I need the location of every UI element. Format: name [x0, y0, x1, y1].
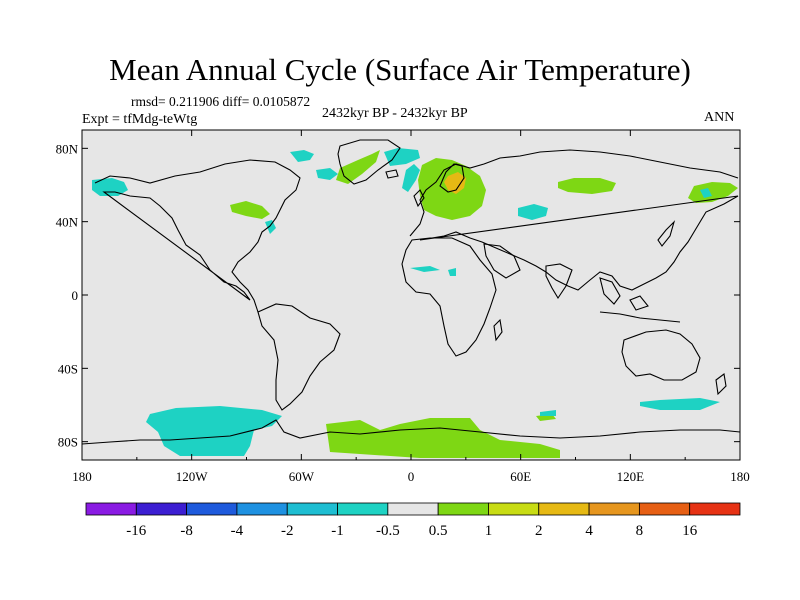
cool-south-indian [540, 410, 556, 416]
cool-newfoundland [265, 220, 276, 234]
coast-australia [621, 329, 701, 381]
colorbar-label: -1 [331, 523, 344, 539]
cool-north-atlantic [402, 164, 420, 192]
colorbar-swatch [387, 502, 439, 516]
coast-arabia [483, 243, 521, 279]
colorbar-swatch [437, 502, 489, 516]
x-tick-label: 120W [176, 469, 209, 484]
cool-alaska [92, 178, 128, 196]
coast-africa [401, 237, 497, 357]
cool-antarctic-pacific [146, 406, 282, 456]
colorbar-swatch [135, 502, 188, 516]
x-tick-label: 0 [408, 469, 415, 484]
colorbar-label: -8 [180, 523, 193, 539]
colorbar: -16 -8 -4 -2 -1 -0.5 0.5 1 2 4 8 16 [85, 502, 741, 539]
season-label: ANN [704, 110, 735, 125]
coast-north-america [94, 159, 301, 313]
warm-antarctica [326, 418, 560, 458]
x-tick-label: 60E [510, 469, 531, 484]
colorbar-label: 1 [485, 523, 493, 539]
x-tick-label: 60W [289, 469, 315, 484]
colorbar-label: 0.5 [429, 523, 448, 539]
colorbar-label: -0.5 [376, 523, 400, 539]
cool-arabia-spot [448, 268, 456, 276]
coast-scandinavia [439, 163, 465, 193]
y-tick-label: 40N [56, 215, 79, 230]
coast-eurasia [409, 149, 739, 291]
coast-iceland [385, 169, 399, 179]
cool-west-siberia [518, 204, 548, 220]
coastlines [82, 139, 740, 445]
colorbar-swatch [236, 502, 288, 516]
cool-canada [316, 168, 338, 180]
y-tick-label: 80S [58, 435, 78, 450]
warm-siberia [688, 182, 738, 203]
cool-southern-ocean [640, 398, 720, 410]
coast-japan [657, 220, 676, 247]
coast-southeast-asia [599, 277, 621, 305]
stats-label: rmsd= 0.211906 diff= 0.0105872 [131, 94, 311, 109]
coast-south-america [257, 303, 341, 411]
warm-north-america [230, 201, 270, 219]
colorbar-swatch [337, 502, 389, 516]
x-tick-label: 180 [72, 469, 92, 484]
x-tick-label: 180 [730, 469, 750, 484]
cool-greenland-sea [384, 148, 420, 166]
map-axes: 80N 40N 0 40S 80S 180 120W 60W 0 60E 120E 180 [56, 130, 750, 484]
colorbar-label: 8 [636, 523, 644, 539]
colorbar-swatch [638, 502, 691, 516]
y-tick-label: 0 [72, 288, 79, 303]
colorbar-swatch [85, 502, 137, 516]
colorbar-swatch [538, 502, 590, 516]
coast-antarctica [82, 419, 740, 445]
coast-uk [413, 189, 425, 208]
anomaly-layer [92, 148, 738, 458]
cool-sahara-strip [410, 266, 440, 272]
period-label: 2432kyr BP - 2432kyr BP [322, 106, 468, 121]
colorbar-swatch [588, 502, 640, 516]
colorbar-swatch [689, 502, 741, 516]
coast-india [545, 263, 573, 300]
colorbar-label: -16 [126, 523, 146, 539]
colorbar-label: 4 [585, 523, 593, 539]
colorbar-label: 2 [535, 523, 543, 539]
experiment-label: Expt = tfMdg-teWtg [82, 112, 198, 127]
chart-title: Mean Annual Cycle (Surface Air Temperatu… [109, 52, 691, 87]
cool-east-siberia [700, 188, 712, 198]
warm-central-asia [558, 178, 616, 194]
x-tick-label: 120E [617, 469, 645, 484]
warm-greenland [336, 150, 380, 184]
coast-madagascar [493, 318, 503, 342]
coast-new-zealand [715, 373, 727, 396]
colorbar-swatch [488, 502, 540, 516]
y-tick-label: 40S [58, 361, 78, 376]
coast-indonesia [599, 295, 681, 323]
cool-baffin [290, 150, 314, 162]
y-tick-label: 80N [56, 141, 79, 156]
colorbar-swatch [186, 502, 238, 516]
colorbar-label: 16 [682, 523, 698, 539]
colorbar-label: -2 [281, 523, 294, 539]
colorbar-swatch [286, 502, 338, 516]
colorbar-label: -4 [231, 523, 244, 539]
warm-scandinavia-core [444, 172, 466, 194]
coast-greenland [337, 139, 401, 185]
